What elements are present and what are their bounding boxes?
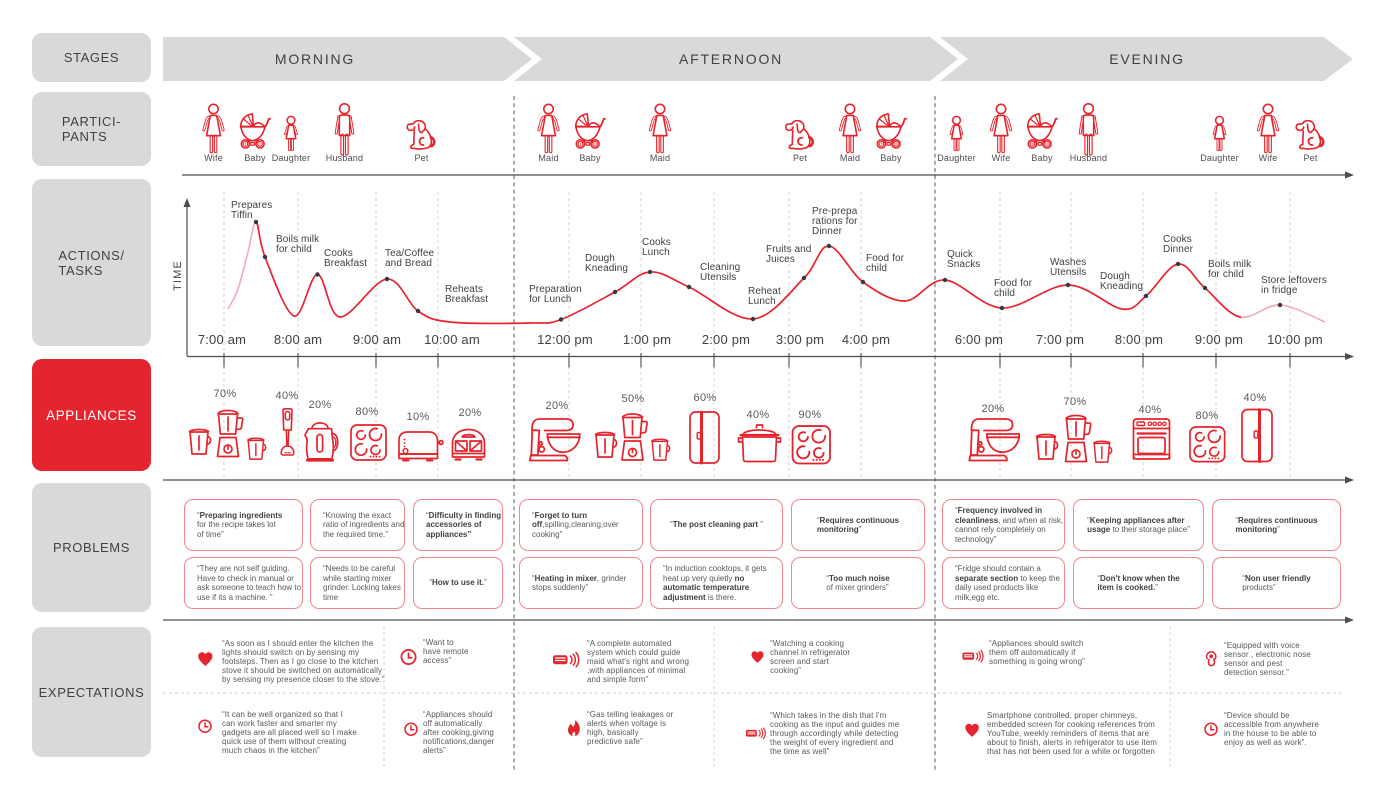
svg-text:TIME: TIME [172,260,184,291]
